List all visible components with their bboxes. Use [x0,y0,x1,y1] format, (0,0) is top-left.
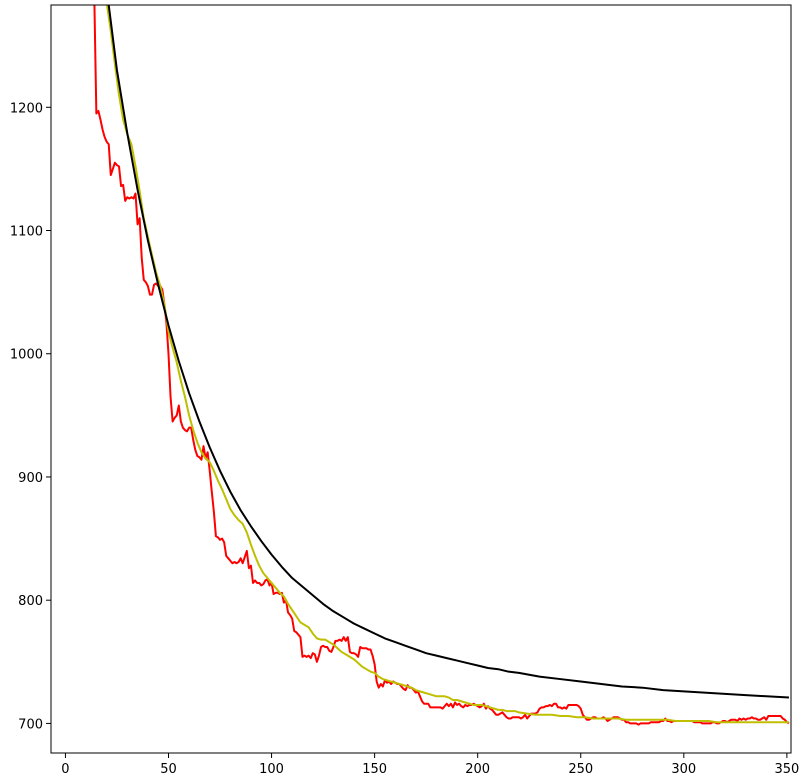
y-tick-label: 700 [18,717,43,732]
x-tick-label: 350 [774,762,799,777]
x-tick-label: 100 [259,762,284,777]
x-tick-label: 200 [465,762,490,777]
y-tick-label: 1000 [10,348,43,363]
x-tick-label: 150 [362,762,387,777]
y-axis: 700 800 900 1000 1100 1200 [10,101,51,732]
x-tick-label: 0 [61,762,69,777]
plot-background [51,5,791,753]
y-tick-label: 1100 [10,225,43,240]
x-tick-label: 50 [160,762,177,777]
y-tick-label: 900 [18,471,43,486]
x-tick-label: 300 [671,762,696,777]
x-tick-label: 250 [568,762,593,777]
series-layer [93,5,790,726]
plot-frame [50,4,792,754]
y-tick-label: 1200 [10,101,43,116]
series-line-3 [107,5,789,699]
x-axis: 0 50 100 150 200 250 300 350 [61,753,799,777]
series-line-2 [105,5,789,724]
y-tick-label: 800 [18,594,43,609]
